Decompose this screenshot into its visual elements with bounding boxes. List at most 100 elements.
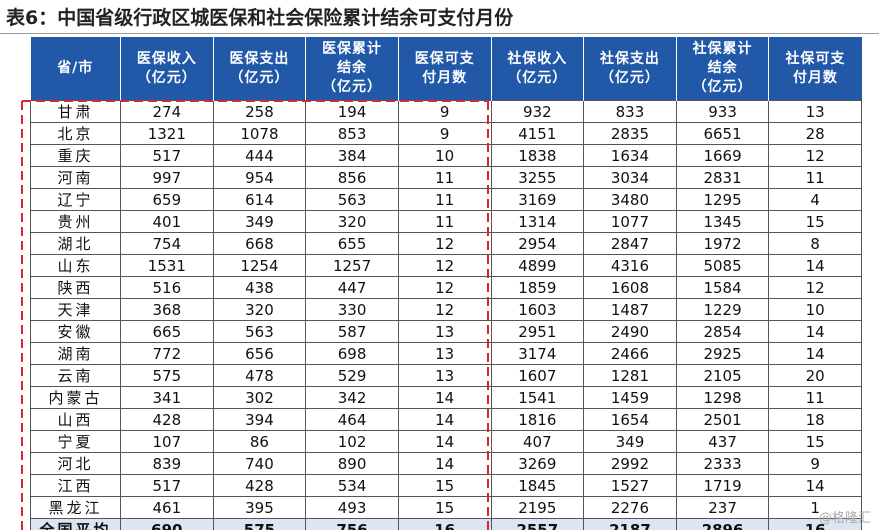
value-cell: 2490 [583,320,677,343]
value-cell: 14 [768,342,862,365]
value-cell: 1838 [490,144,585,167]
table-row: 湖北 754 668 655 12 2954 2847 1972 8 [30,232,862,255]
header-text: （亿元） [692,79,753,95]
value-cell: 4316 [583,254,677,277]
region-cell: 河北 [30,452,121,475]
header-text: 结余 [707,60,738,76]
region-cell: 江西 [30,474,121,497]
value-cell: 3480 [583,188,677,211]
region-cell: 云南 [30,364,121,387]
value-cell: 14 [397,430,492,453]
header-row: 省/市 医保收入 （亿元） 医保支出 （亿元） 医保累计 结余 （亿元） 医保可支 付月数 社保收入… [30,37,862,101]
value-cell: 1607 [490,364,585,387]
header-text: （亿元） [599,69,660,86]
value-cell: 2847 [583,232,677,255]
region-cell: 宁夏 [30,430,121,453]
value-cell: 756 [305,518,399,530]
value-cell: 12 [768,144,862,167]
value-cell: 2333 [675,452,770,475]
value-cell: 534 [305,474,399,497]
value-cell: 4 [768,188,862,211]
region-cell: 湖南 [30,342,121,365]
table-row: 黑龙江 461 395 493 15 2195 2276 237 1 [30,496,862,519]
value-cell: 14 [768,254,862,277]
value-cell: 13 [397,342,492,365]
table-body: 甘肃 274 258 194 9 932 833 933 13 北京 1321 1078 853 9 415… [30,100,862,530]
value-cell: 20 [768,364,862,387]
value-cell: 274 [120,100,214,123]
header-text: 付月数 [792,69,838,86]
region-cell: 内蒙古 [30,386,121,409]
header-text: 省/市 [57,60,94,76]
value-cell: 997 [120,166,214,189]
header-text: 社保可支 [785,50,846,67]
header-text: 社保收入 [507,50,568,67]
header-text: 医保支出 [229,50,290,67]
value-cell: 12 [397,254,492,277]
table-row: 江西 517 428 534 15 1845 1527 1719 14 [30,474,862,497]
value-cell: 12 [397,298,492,321]
value-cell: 14 [768,320,862,343]
value-cell: 384 [305,144,399,167]
header-text: （亿元） [229,69,290,86]
value-cell: 8 [768,232,862,255]
value-cell: 772 [120,342,214,365]
value-cell: 517 [120,144,214,167]
region-cell: 山东 [30,254,121,277]
value-cell: 28 [768,122,862,145]
value-cell: 15 [397,474,492,497]
header-text: （亿元） [136,69,197,86]
value-cell: 1845 [490,474,585,497]
value-cell: 493 [305,496,399,519]
total-row: 全国平均 690 575 756 16 2557 2187 2896 16 [30,518,862,530]
value-cell: 444 [212,144,307,167]
value-cell: 1295 [675,188,770,211]
value-cell: 2276 [583,496,677,519]
value-cell: 16 [768,518,862,530]
header-cell: 社保可支 付月数 [768,37,862,101]
value-cell: 15 [397,496,492,519]
value-cell: 1254 [212,254,307,277]
header-cell: 医保收入 （亿元） [120,37,214,101]
header-text: （亿元） [507,69,568,86]
value-cell: 461 [120,496,214,519]
value-cell: 563 [305,188,399,211]
value-cell: 698 [305,342,399,365]
header-text: 社保累计 [692,41,753,57]
value-cell: 302 [212,386,307,409]
value-cell: 1972 [675,232,770,255]
table-row: 河北 839 740 890 14 3269 2992 2333 9 [30,452,862,475]
value-cell: 2896 [675,518,770,530]
header-cell: 医保支出 （亿元） [212,37,306,101]
value-cell: 14 [768,474,862,497]
data-table: 省/市 医保收入 （亿元） 医保支出 （亿元） 医保累计 结余 （亿元） 医保可支 付月数 社保收入… [30,37,862,530]
value-cell: 517 [120,474,214,497]
value-cell: 575 [212,518,307,530]
value-cell: 1816 [490,408,585,431]
value-cell: 320 [212,298,307,321]
value-cell: 2854 [675,320,770,343]
value-cell: 1077 [583,210,677,233]
value-cell: 1654 [583,408,677,431]
value-cell: 330 [305,298,399,321]
value-cell: 1608 [583,276,677,299]
value-cell: 258 [212,100,307,123]
value-cell: 11 [768,386,862,409]
value-cell: 10 [397,144,492,167]
value-cell: 5085 [675,254,770,277]
value-cell: 18 [768,408,862,431]
value-cell: 655 [305,232,399,255]
region-cell: 黑龙江 [30,496,121,519]
value-cell: 2105 [675,364,770,387]
value-cell: 754 [120,232,214,255]
value-cell: 13 [397,320,492,343]
value-cell: 3034 [583,166,677,189]
value-cell: 11 [768,166,862,189]
value-cell: 3269 [490,452,585,475]
value-cell: 1078 [212,122,307,145]
table-title: 表6：中国省级行政区城医保和社会保险累计结余可支付月份 [6,7,514,29]
region-cell: 河南 [30,166,121,189]
value-cell: 2925 [675,342,770,365]
header-cell: 省/市 [30,37,121,101]
value-cell: 614 [212,188,307,211]
